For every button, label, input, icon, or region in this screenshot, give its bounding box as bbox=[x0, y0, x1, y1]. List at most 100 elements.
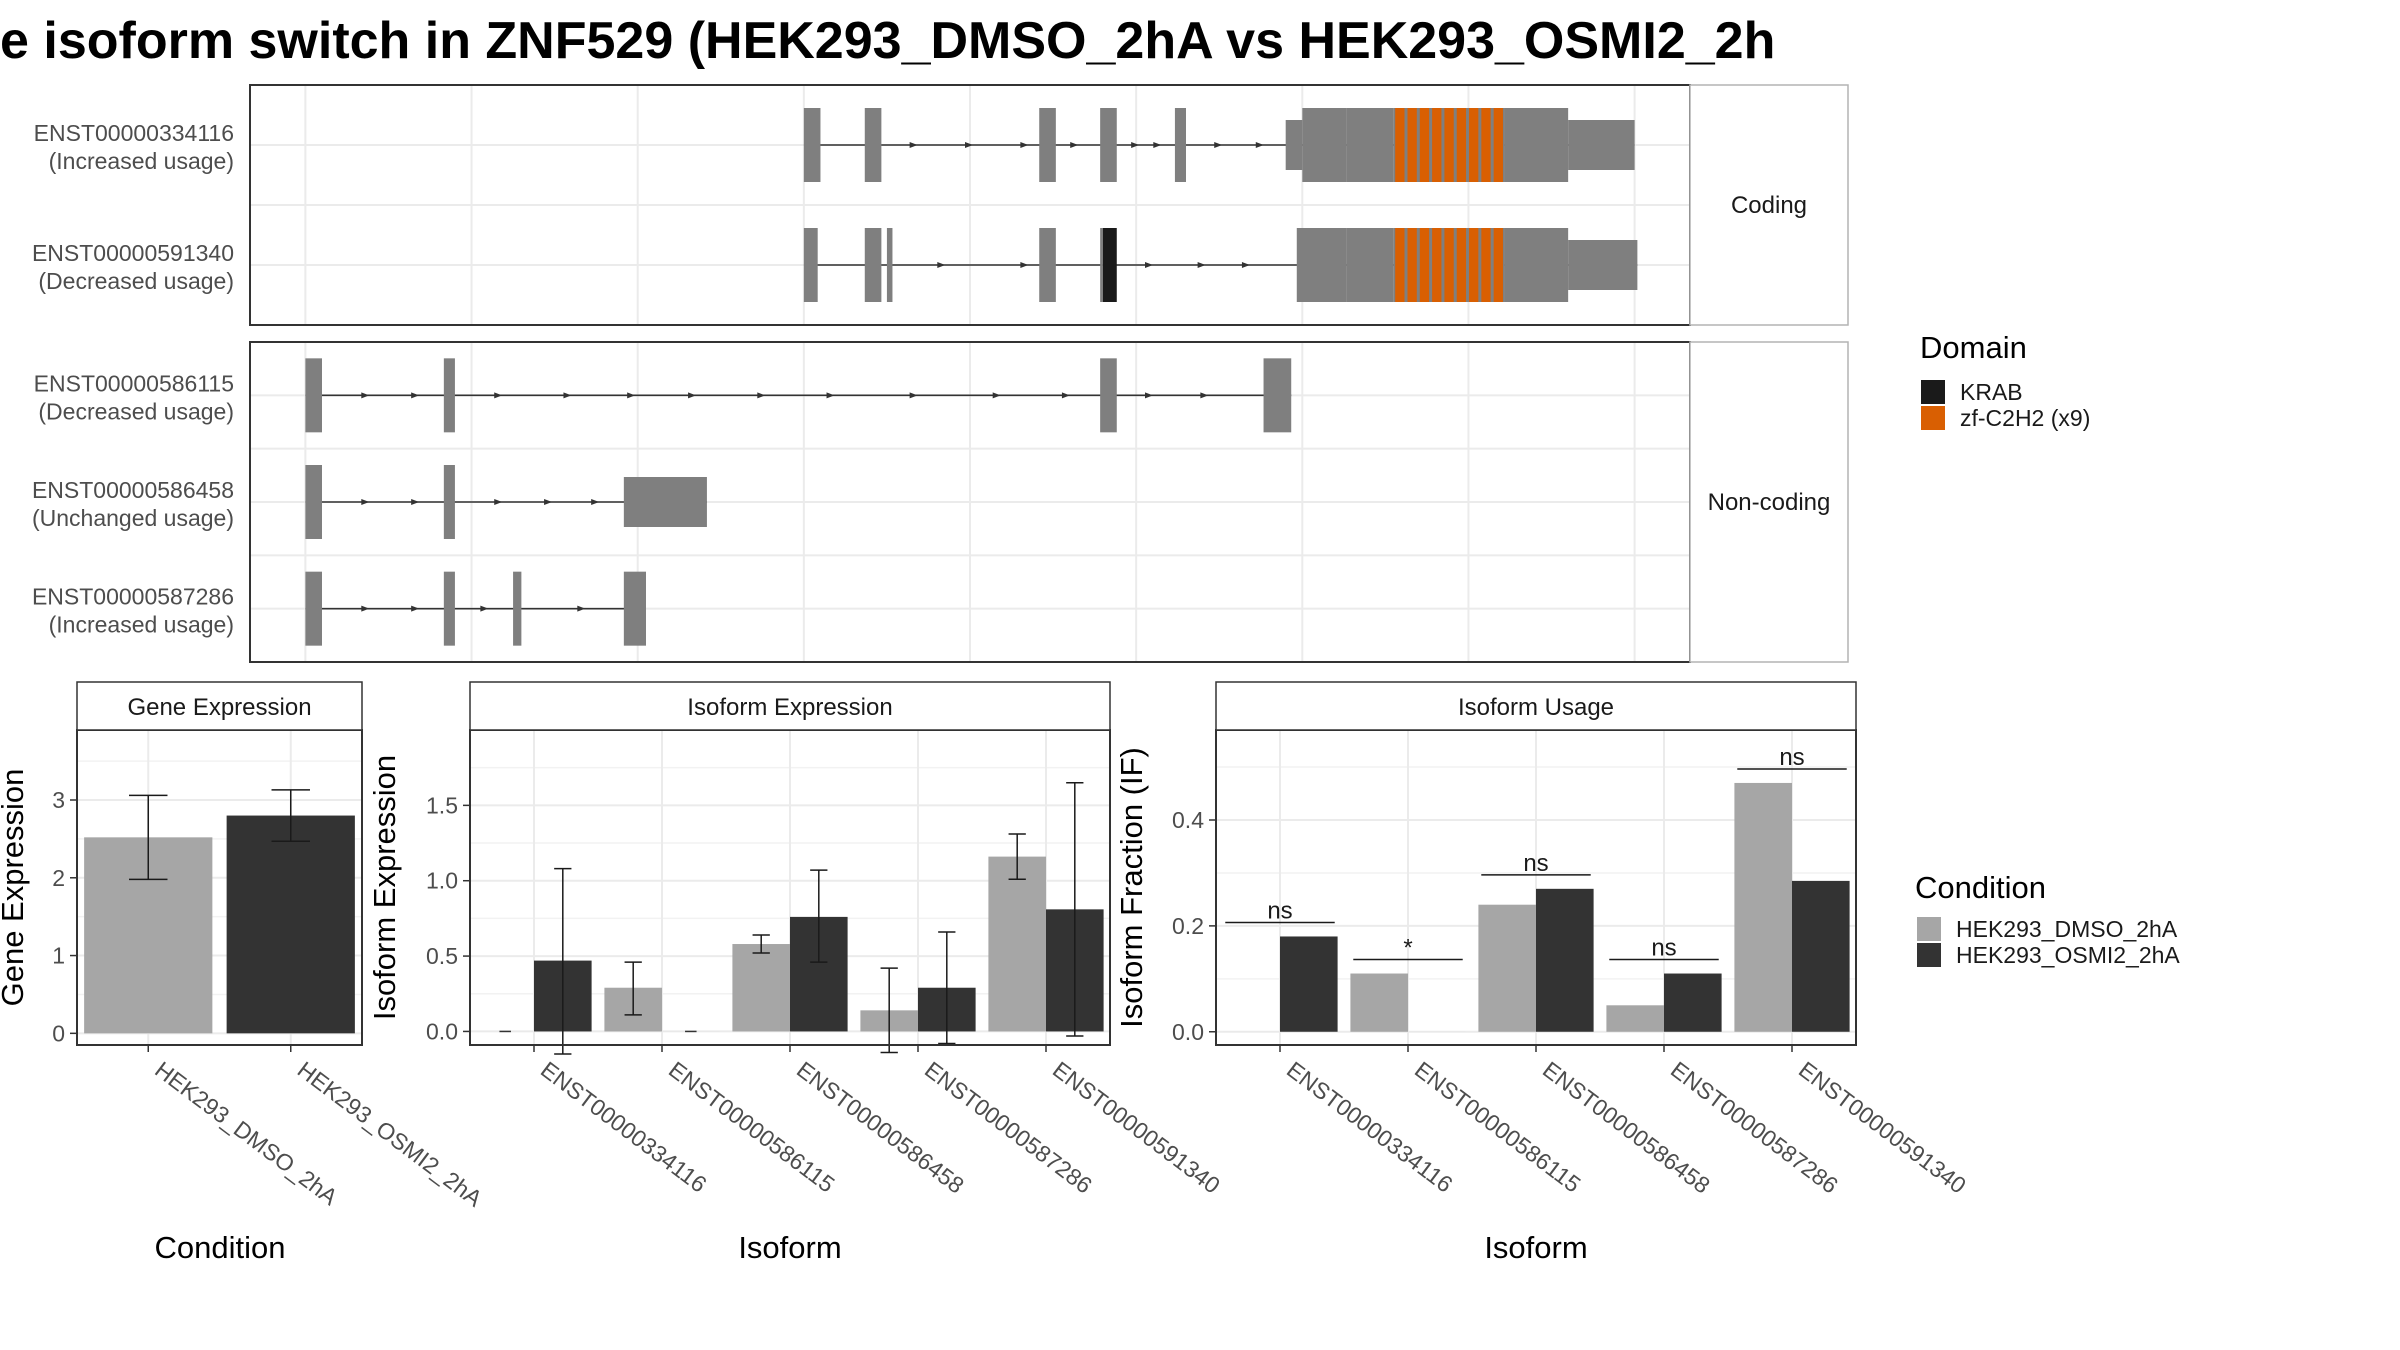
bar bbox=[1350, 973, 1408, 1032]
bar bbox=[1792, 880, 1850, 1032]
transcript-label: ENST00000591340(Decreased usage) bbox=[32, 240, 234, 294]
transcript-ENST00000586458: ENST00000586458(Unchanged usage) bbox=[32, 465, 707, 539]
y-axis-label: Isoform Fraction (IF) bbox=[1114, 747, 1149, 1028]
error-bar bbox=[271, 789, 310, 842]
strand-arrow bbox=[361, 605, 370, 612]
y-axis-label: Gene Expression bbox=[0, 769, 30, 1007]
strand-arrow bbox=[909, 392, 918, 399]
error-bar bbox=[1066, 782, 1084, 1037]
exon bbox=[1174, 108, 1186, 182]
zf-c2h2-domain bbox=[1419, 228, 1430, 302]
zf-c2h2-domain bbox=[1444, 108, 1454, 182]
transcript-usage: (Increased usage) bbox=[49, 612, 234, 638]
transcript-label: ENST00000334116(Increased usage) bbox=[34, 120, 234, 174]
x-axis-label: Isoform bbox=[1484, 1230, 1587, 1265]
krab-domain bbox=[1102, 228, 1117, 302]
strand-arrow bbox=[1020, 142, 1029, 148]
y-tick-label: 0 bbox=[52, 1020, 65, 1046]
exon bbox=[443, 571, 455, 646]
strand-arrow bbox=[494, 499, 503, 505]
zf-c2h2-domain bbox=[1432, 228, 1442, 302]
transcript-id: ENST00000586115 bbox=[34, 370, 234, 396]
facet-coding: ENST00000334116(Increased usage) ENST0000… bbox=[32, 84, 1849, 326]
exon bbox=[1296, 228, 1347, 302]
strand-arrow bbox=[688, 392, 697, 399]
exon bbox=[305, 358, 322, 433]
strand-arrow bbox=[992, 392, 1001, 399]
strand-arrow bbox=[826, 392, 835, 399]
strand-arrow bbox=[1061, 392, 1070, 399]
transcript-label: ENST00000586458(Unchanged usage) bbox=[32, 477, 234, 531]
zf-c2h2-domain bbox=[1493, 228, 1503, 302]
chart-title: Isoform Expression bbox=[687, 694, 892, 721]
y-tick-label: 2 bbox=[52, 865, 65, 891]
significance-label: ns bbox=[1267, 897, 1292, 924]
strand-arrow bbox=[937, 262, 946, 268]
y-tick-label: 1.5 bbox=[426, 792, 458, 818]
y-tick-label: 0.4 bbox=[1172, 807, 1204, 833]
bar bbox=[1606, 1005, 1664, 1032]
y-axis-label: Isoform Expression bbox=[367, 755, 402, 1020]
zf-c2h2-domain bbox=[1395, 108, 1405, 182]
significance-label: ns bbox=[1779, 744, 1804, 771]
transcript-ENST00000591340: ENST00000591340(Decreased usage) bbox=[32, 228, 1638, 302]
significance-label: ns bbox=[1651, 935, 1676, 962]
error-bar bbox=[752, 934, 770, 954]
bar bbox=[1536, 888, 1594, 1032]
exon bbox=[1504, 228, 1569, 302]
bar bbox=[988, 856, 1046, 1032]
significance-label: * bbox=[1403, 935, 1412, 962]
x-axis-label: Condition bbox=[155, 1230, 286, 1265]
error-bar bbox=[554, 867, 572, 1055]
strand-arrow bbox=[909, 142, 918, 148]
y-tick-label: 3 bbox=[52, 787, 65, 813]
exon bbox=[305, 465, 322, 539]
exon bbox=[623, 571, 646, 646]
strand-arrow bbox=[1145, 262, 1153, 268]
strand-arrow bbox=[1131, 142, 1140, 148]
exon bbox=[803, 228, 818, 302]
facet-strip-label: Coding bbox=[1731, 192, 1807, 219]
y-tick-label: 0.0 bbox=[426, 1018, 458, 1044]
transcript-usage: (Unchanged usage) bbox=[32, 505, 234, 531]
chart-isoform-usage: 0.00.20.4nsENST00000334116*ENST000005861… bbox=[1114, 681, 1971, 1265]
exon bbox=[803, 108, 821, 182]
error-bar bbox=[880, 967, 898, 1054]
strand-arrow bbox=[480, 605, 489, 612]
strand-arrow bbox=[757, 392, 766, 399]
legend-swatch bbox=[1921, 406, 1945, 430]
error-bar bbox=[129, 794, 168, 881]
y-tick-label: 0.5 bbox=[426, 943, 458, 969]
exon bbox=[443, 465, 455, 539]
exon bbox=[1346, 228, 1394, 302]
y-tick-label: 1.0 bbox=[426, 868, 458, 894]
error-bar bbox=[810, 869, 828, 963]
chart-isoform-expression: 0.00.51.01.5ENST00000334116ENST000005861… bbox=[367, 681, 1225, 1265]
bar bbox=[1734, 782, 1792, 1032]
exon bbox=[864, 228, 882, 302]
legend-swatch bbox=[1917, 943, 1941, 967]
transcript-ENST00000586115: ENST00000586115(Decreased usage) bbox=[34, 358, 1292, 433]
strand-arrow bbox=[544, 499, 553, 505]
transcript-label: ENST00000586115(Decreased usage) bbox=[34, 370, 234, 424]
strand-arrow bbox=[1241, 262, 1250, 268]
zf-c2h2-domain bbox=[1481, 228, 1491, 302]
exon bbox=[1568, 120, 1635, 170]
chart-strip bbox=[469, 681, 1111, 731]
strand-arrow bbox=[1214, 142, 1223, 148]
strand-arrow bbox=[361, 392, 370, 399]
chart-title: Isoform Usage bbox=[1458, 694, 1614, 721]
exon bbox=[1100, 358, 1117, 433]
exon bbox=[864, 108, 882, 182]
error-bar bbox=[1008, 833, 1026, 880]
exon bbox=[1039, 108, 1056, 182]
strand-arrow bbox=[1200, 392, 1209, 399]
zf-c2h2-domain bbox=[1469, 228, 1479, 302]
zf-c2h2-domain bbox=[1456, 108, 1467, 182]
exon bbox=[1039, 228, 1056, 302]
exon bbox=[886, 228, 893, 302]
strand-arrow bbox=[411, 605, 420, 612]
